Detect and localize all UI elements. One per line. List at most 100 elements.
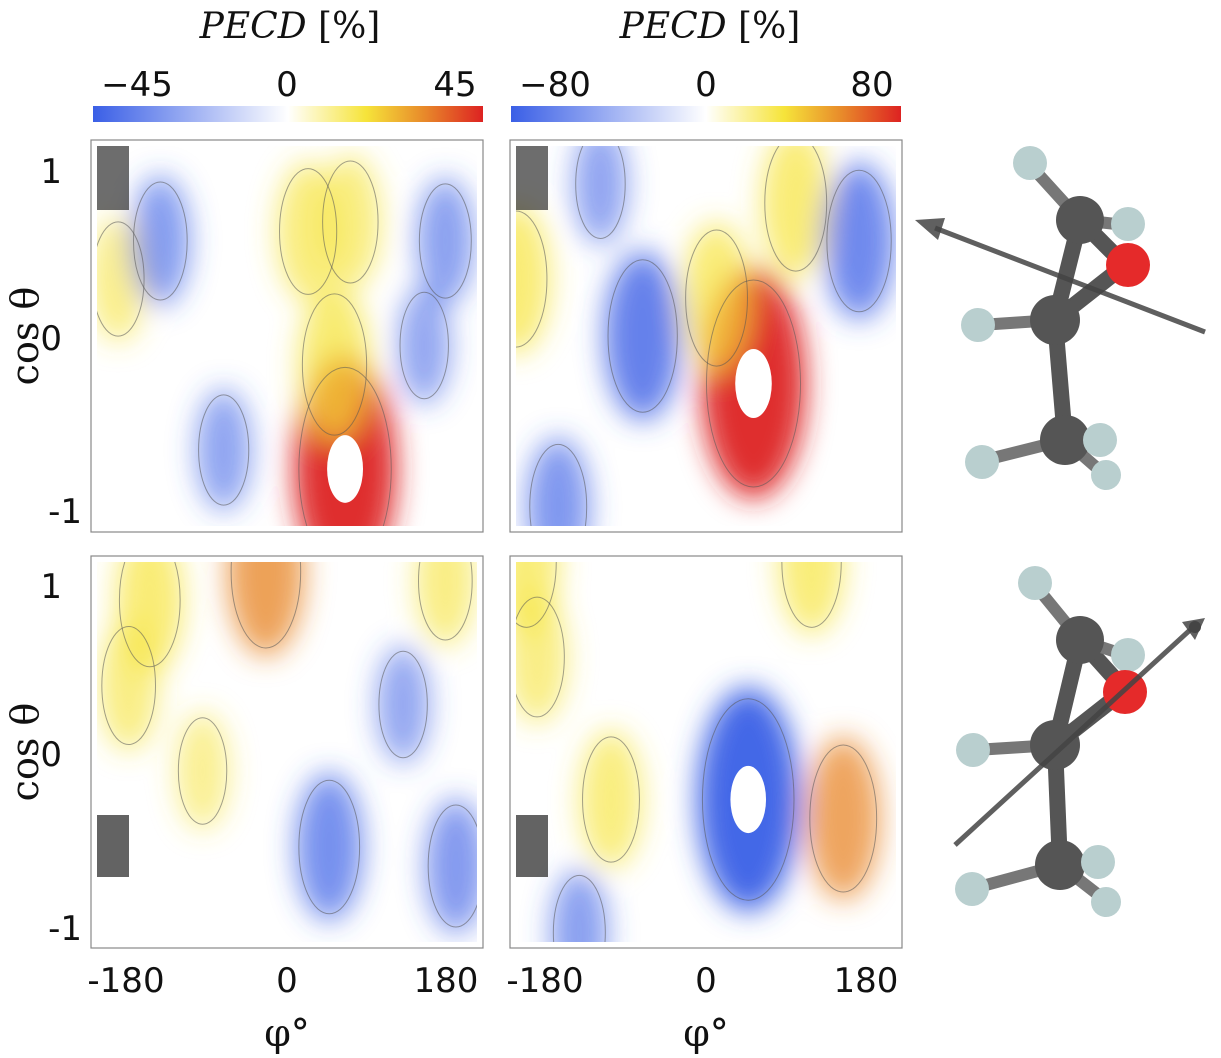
colorbar-left: PECD [%] −45 0 45 bbox=[93, 6, 483, 122]
heatmap-field bbox=[516, 146, 895, 526]
x-axis-left: -180 0 180 φ° bbox=[87, 961, 478, 1055]
contour-line bbox=[705, 279, 802, 488]
x-tick-label: 180 bbox=[414, 961, 479, 1001]
heatmap-blob bbox=[227, 562, 305, 657]
propylene-oxide-ball-stick-icon bbox=[915, 146, 1206, 490]
panel-bottom-left bbox=[90, 555, 484, 949]
heatmap-blob bbox=[604, 251, 682, 421]
contour-line bbox=[826, 169, 892, 313]
heatmap-field bbox=[97, 154, 475, 526]
colorbar-right-tick-min: −80 bbox=[519, 65, 591, 105]
heatmap-blob bbox=[572, 146, 628, 245]
colorbar-left-tick-zero: 0 bbox=[276, 65, 298, 105]
y-tick-label: -1 bbox=[48, 909, 82, 949]
contour-line bbox=[298, 779, 361, 915]
colorbar-right-title: PECD [%] bbox=[619, 6, 801, 47]
heatmap-blob bbox=[295, 772, 363, 922]
heatmap-blob bbox=[376, 645, 430, 764]
contour-line bbox=[298, 366, 392, 526]
x-tick-label: 0 bbox=[276, 961, 298, 1001]
contour-line bbox=[118, 562, 181, 668]
heatmap-blob bbox=[526, 437, 590, 526]
y-axis-top: 1 0 -1 cos θ bbox=[3, 152, 82, 532]
heatmap-field bbox=[516, 562, 881, 942]
contour-line bbox=[418, 183, 472, 299]
panel-top-left bbox=[90, 139, 484, 533]
x-axis-label: φ° bbox=[264, 1011, 310, 1055]
contour-line bbox=[97, 221, 145, 337]
contour-layer bbox=[516, 562, 878, 942]
heatmap-field bbox=[98, 562, 477, 934]
colorbar-left-title: PECD [%] bbox=[199, 6, 381, 47]
propylene-oxide-ball-stick-icon bbox=[953, 566, 1205, 917]
mask-rect bbox=[516, 815, 548, 877]
panel-bottom-right bbox=[509, 555, 903, 949]
heatmap-blob bbox=[98, 619, 159, 752]
x-tick-label: -180 bbox=[87, 961, 164, 1001]
contour-layer bbox=[101, 562, 477, 928]
contour-line bbox=[399, 291, 449, 400]
contour-layer bbox=[516, 146, 892, 526]
heatmap-blob bbox=[415, 562, 476, 647]
contour-line bbox=[809, 744, 878, 893]
x-axis-label: φ° bbox=[683, 1011, 729, 1055]
contour-line bbox=[378, 650, 428, 759]
colorbar-right-tick-zero: 0 bbox=[695, 65, 717, 105]
y-axis-label: cos θ bbox=[3, 703, 47, 802]
contour-line bbox=[685, 229, 748, 367]
panel-top-right bbox=[509, 139, 903, 533]
y-tick-label: -1 bbox=[48, 492, 82, 532]
contour-line bbox=[552, 874, 606, 942]
mask-rect bbox=[516, 146, 548, 210]
heatmap-blob bbox=[516, 203, 551, 355]
saturated-region bbox=[327, 435, 364, 503]
heatmap-blob-layer bbox=[98, 562, 477, 934]
saturated-region bbox=[730, 765, 767, 834]
saturated-region bbox=[735, 349, 772, 418]
y-tick-label: 0 bbox=[40, 735, 62, 775]
mask-rect bbox=[97, 815, 129, 877]
contour-line bbox=[101, 625, 157, 746]
mask-rect bbox=[97, 146, 129, 210]
x-axis-right: -180 0 180 φ° bbox=[506, 961, 898, 1055]
heatmap-blob bbox=[516, 562, 560, 635]
heatmap-blob bbox=[579, 729, 643, 870]
heatmap-blob bbox=[806, 736, 881, 901]
contour-line bbox=[575, 146, 626, 239]
contour-line bbox=[418, 562, 473, 641]
colorbar-right-tick-max: 80 bbox=[850, 65, 893, 105]
contour-line bbox=[198, 394, 250, 506]
colorbar-left-gradient bbox=[93, 106, 483, 122]
contour-line bbox=[132, 181, 188, 301]
y-tick-label: 1 bbox=[40, 152, 62, 192]
y-tick-label: 0 bbox=[40, 319, 62, 359]
heatmap-blob bbox=[298, 285, 371, 444]
contour-line bbox=[177, 717, 228, 825]
colorbar-left-tick-min: −45 bbox=[101, 65, 173, 105]
contour-line bbox=[582, 736, 640, 863]
contour-line bbox=[529, 443, 588, 526]
heatmap-blob bbox=[397, 286, 452, 405]
contour-line bbox=[301, 293, 368, 436]
contour-line bbox=[764, 146, 828, 272]
heatmap-blob bbox=[550, 868, 609, 942]
heatmap-blob bbox=[761, 146, 831, 279]
heatmap-blob bbox=[195, 388, 252, 512]
heatmap-blob bbox=[175, 711, 230, 831]
contour-line bbox=[230, 562, 302, 649]
contour-line bbox=[279, 168, 338, 295]
colorbar-left-tick-max: 45 bbox=[433, 65, 476, 105]
heatmap-blob bbox=[416, 177, 475, 305]
contour-line bbox=[516, 596, 565, 718]
contour-line bbox=[516, 210, 548, 348]
contour-line bbox=[781, 562, 842, 628]
heatmap-blob bbox=[682, 222, 751, 374]
y-tick-label: 1 bbox=[40, 567, 62, 607]
colorbar-right-gradient bbox=[511, 106, 901, 122]
contour-line bbox=[427, 804, 477, 928]
x-tick-label: 0 bbox=[695, 961, 717, 1001]
contour-line bbox=[516, 562, 557, 628]
contour-line bbox=[322, 160, 379, 284]
y-axis-bottom: 1 0 -1 cos θ bbox=[3, 567, 82, 949]
